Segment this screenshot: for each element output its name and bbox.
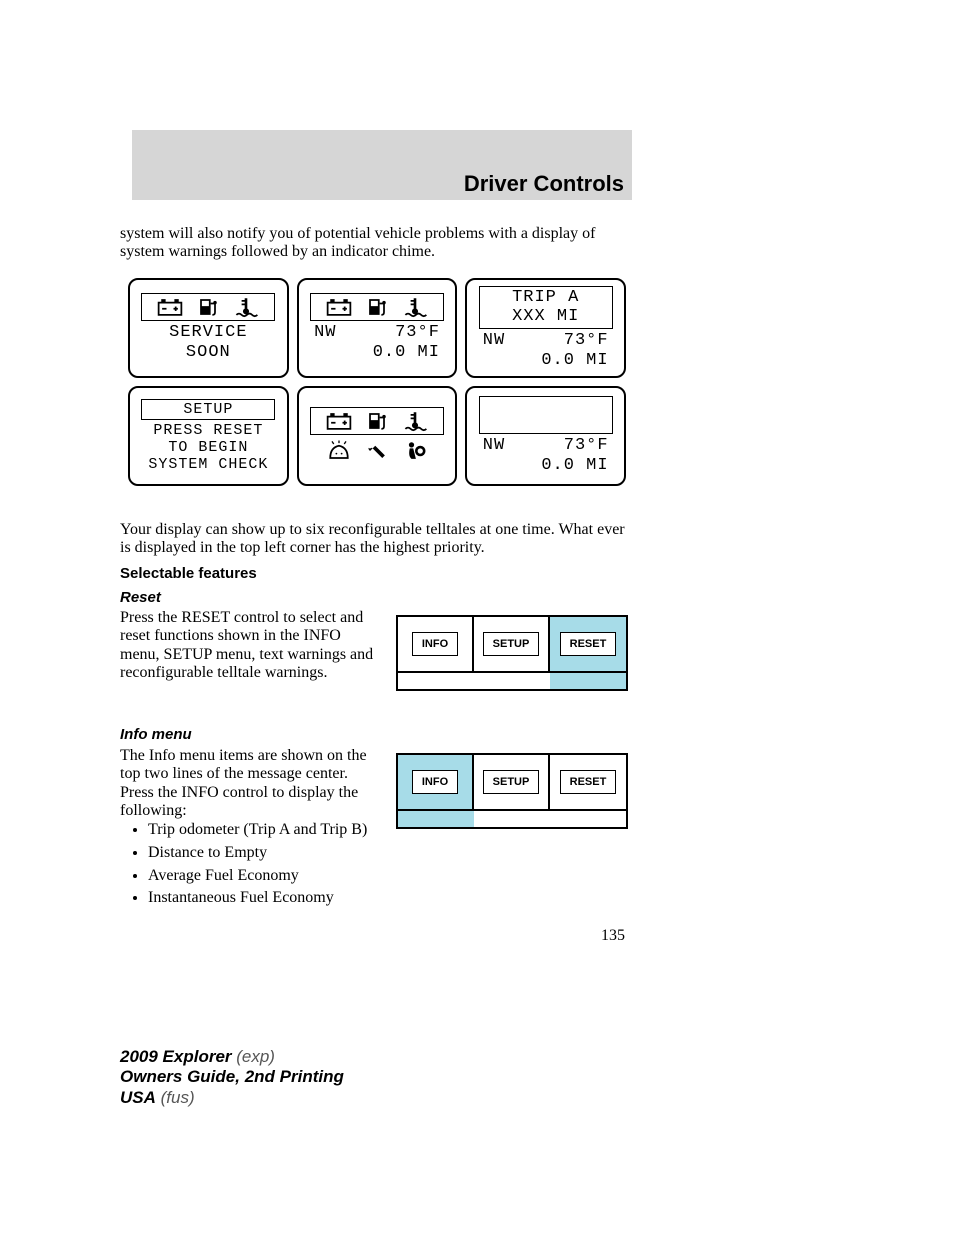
page-title: Driver Controls: [464, 171, 624, 197]
odometer: 0.0 MI: [541, 351, 608, 371]
info-button[interactable]: INFO: [412, 770, 458, 794]
info-menu-heading: Info menu: [120, 726, 192, 743]
reset-paragraph: Press the RESET control to select and re…: [120, 609, 380, 683]
after-grid-paragraph: Your display can show up to six reconfig…: [120, 521, 630, 558]
telltale-icons: [310, 293, 444, 321]
temp: 73°F: [564, 331, 609, 351]
list-item: Instantaneous Fuel Economy: [148, 888, 392, 909]
setup-l3: TO BEGIN: [168, 439, 248, 456]
fuel-icon: [363, 295, 391, 319]
footer-fus: (fus): [156, 1088, 195, 1107]
list-item: Distance to Empty: [148, 843, 392, 864]
telltale-row-1: [310, 407, 444, 435]
battery-icon: [156, 295, 184, 319]
telltale-row-2: [310, 437, 444, 465]
reset-button[interactable]: RESET: [560, 632, 617, 656]
trip-value: XXX MI: [480, 307, 612, 327]
footer-model: 2009 Explorer: [120, 1047, 232, 1066]
compass: NW: [483, 331, 505, 351]
info-bullet-list: Trip odometer (Trip A and Trip B) Distan…: [132, 820, 392, 911]
trip-label: TRIP A: [480, 288, 612, 308]
display-box-trip-a: TRIP A XXX MI NW 73°F 0.0 MI: [465, 278, 626, 378]
setup-l1: SETUP: [141, 399, 275, 420]
odometer: 0.0 MI: [373, 343, 440, 363]
setup-button[interactable]: SETUP: [483, 770, 540, 794]
coolant-temp-icon: [401, 409, 429, 433]
footer: 2009 Explorer (exp) Owners Guide, 2nd Pr…: [120, 1047, 344, 1108]
washer-fluid-icon: [325, 439, 353, 463]
coolant-temp-icon: [232, 295, 260, 319]
intro-paragraph: system will also notify you of potential…: [120, 225, 635, 262]
display-box-six-telltales: [297, 386, 458, 486]
page-number: 135: [601, 927, 625, 945]
service-line2: SOON: [186, 343, 231, 363]
info-menu-paragraph: The Info menu items are shown on the top…: [120, 747, 380, 821]
compass: NW: [483, 436, 505, 456]
coolant-temp-icon: [401, 295, 429, 319]
footer-exp: (exp): [232, 1047, 275, 1066]
footer-usa: USA: [120, 1088, 156, 1107]
selectable-features-heading: Selectable features: [120, 565, 257, 582]
fuel-icon: [363, 409, 391, 433]
setup-l4: SYSTEM CHECK: [148, 456, 268, 473]
battery-icon: [325, 409, 353, 433]
temp: 73°F: [395, 323, 440, 343]
blank-area: [479, 396, 613, 434]
list-item: Trip odometer (Trip A and Trip B): [148, 820, 392, 841]
info-button[interactable]: INFO: [412, 632, 458, 656]
button-panel-info: INFO SETUP RESET: [396, 753, 628, 829]
fuel-icon: [194, 295, 222, 319]
wrench-icon: [363, 439, 391, 463]
telltale-icons: [141, 293, 275, 321]
temp: 73°F: [564, 436, 609, 456]
reset-button[interactable]: RESET: [560, 770, 617, 794]
display-box-service-soon: SERVICE SOON: [128, 278, 289, 378]
display-box-nw-temp: NW 73°F 0.0 MI: [297, 278, 458, 378]
setup-l2: PRESS RESET: [153, 422, 263, 439]
airbag-icon: [401, 439, 429, 463]
display-row-1: SERVICE SOON NW 73°F 0.0 MI TRIP A XXX MI…: [128, 278, 626, 378]
battery-icon: [325, 295, 353, 319]
display-box-blank-top: NW 73°F 0.0 MI: [465, 386, 626, 486]
odometer: 0.0 MI: [541, 456, 608, 476]
footer-guide: Owners Guide, 2nd Printing: [120, 1067, 344, 1087]
service-line1: SERVICE: [169, 323, 247, 343]
display-grid: SERVICE SOON NW 73°F 0.0 MI TRIP A XXX MI…: [128, 278, 626, 494]
display-box-setup: SETUP PRESS RESET TO BEGIN SYSTEM CHECK: [128, 386, 289, 486]
trip-top: TRIP A XXX MI: [479, 286, 613, 329]
compass: NW: [314, 323, 336, 343]
list-item: Average Fuel Economy: [148, 866, 392, 887]
setup-button[interactable]: SETUP: [483, 632, 540, 656]
display-row-2: SETUP PRESS RESET TO BEGIN SYSTEM CHECK …: [128, 386, 626, 486]
button-panel-reset: INFO SETUP RESET: [396, 615, 628, 691]
reset-heading: Reset: [120, 589, 161, 606]
